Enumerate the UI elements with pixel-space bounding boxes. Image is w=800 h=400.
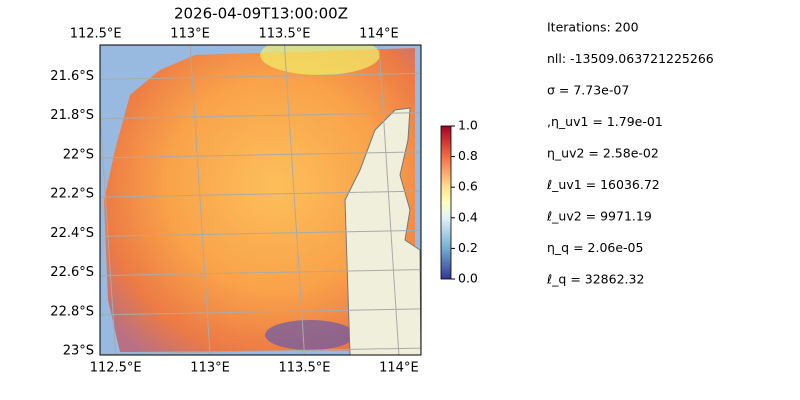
grid-line bbox=[378, 45, 400, 355]
lon-tick-label-bottom: 113.5°E bbox=[279, 361, 331, 376]
map-title: 2026-04-09T13:00:00Z bbox=[174, 5, 348, 23]
lon-tick-label-bottom: 114°E bbox=[379, 361, 419, 376]
colorbar-tick-label: 0.6 bbox=[458, 179, 478, 194]
heatmap bbox=[104, 48, 415, 352]
grid-line bbox=[189, 45, 211, 355]
colorbar-tick-label: 0.4 bbox=[458, 209, 478, 224]
grid-line bbox=[100, 229, 421, 237]
lat-tick-label: 21.6°S bbox=[50, 69, 94, 84]
lat-tick-label: 23°S bbox=[63, 344, 94, 359]
info-line: η_uv2 = 2.58e-02 bbox=[547, 146, 659, 161]
grid-line bbox=[100, 112, 421, 120]
colorbar-tick-label: 0.8 bbox=[458, 148, 478, 163]
heatmap-hot bbox=[260, 45, 380, 75]
grid-line bbox=[100, 104, 117, 355]
heatmap-cold bbox=[265, 320, 355, 350]
grid-line bbox=[100, 347, 421, 355]
lon-tick-label-top: 113.5°E bbox=[259, 27, 311, 42]
colorbar-tick-label: 1.0 bbox=[458, 118, 478, 133]
colorbar-tick-label: 0.0 bbox=[458, 271, 478, 286]
lon-tick-label-bottom: 113°E bbox=[190, 361, 230, 376]
map-area bbox=[100, 45, 421, 355]
lat-tick-label: 22.8°S bbox=[50, 304, 94, 319]
colorbar-tick-label: 0.2 bbox=[458, 240, 478, 255]
grid-line bbox=[100, 308, 421, 316]
lat-tick-label: 22.4°S bbox=[50, 226, 94, 241]
lon-tick-label-bottom: 112.5°E bbox=[90, 361, 142, 376]
lon-tick-label-top: 114°E bbox=[359, 27, 399, 42]
grid-line bbox=[100, 72, 421, 80]
map-frame bbox=[99, 44, 422, 356]
lat-tick-label: 22.6°S bbox=[50, 265, 94, 280]
lat-tick-label: 22°S bbox=[63, 147, 94, 162]
grid-line bbox=[100, 151, 421, 159]
info-line: ℓ_uv2 = 9971.19 bbox=[546, 209, 652, 224]
lon-tick-label-top: 113°E bbox=[170, 27, 210, 42]
info-line: ,η_uv1 = 1.79e-01 bbox=[547, 114, 663, 129]
lat-tick-label: 22.2°S bbox=[50, 187, 94, 202]
lon-tick-label-top: 112.5°E bbox=[70, 27, 122, 42]
info-line: nll: -13509.063721225266 bbox=[547, 51, 714, 66]
info-line: Iterations: 200 bbox=[547, 20, 639, 35]
info-line: ℓ_uv1 = 16036.72 bbox=[546, 177, 660, 192]
colorbar bbox=[440, 125, 452, 280]
info-line: ℓ_q = 32862.32 bbox=[546, 272, 644, 287]
lat-tick-label: 21.8°S bbox=[50, 108, 94, 123]
grid-line bbox=[283, 45, 305, 355]
info-line: η_q = 2.06e-05 bbox=[547, 240, 643, 255]
grid-line bbox=[100, 269, 421, 277]
grid-line bbox=[100, 190, 421, 198]
info-line: σ = 7.73e-07 bbox=[547, 83, 629, 98]
